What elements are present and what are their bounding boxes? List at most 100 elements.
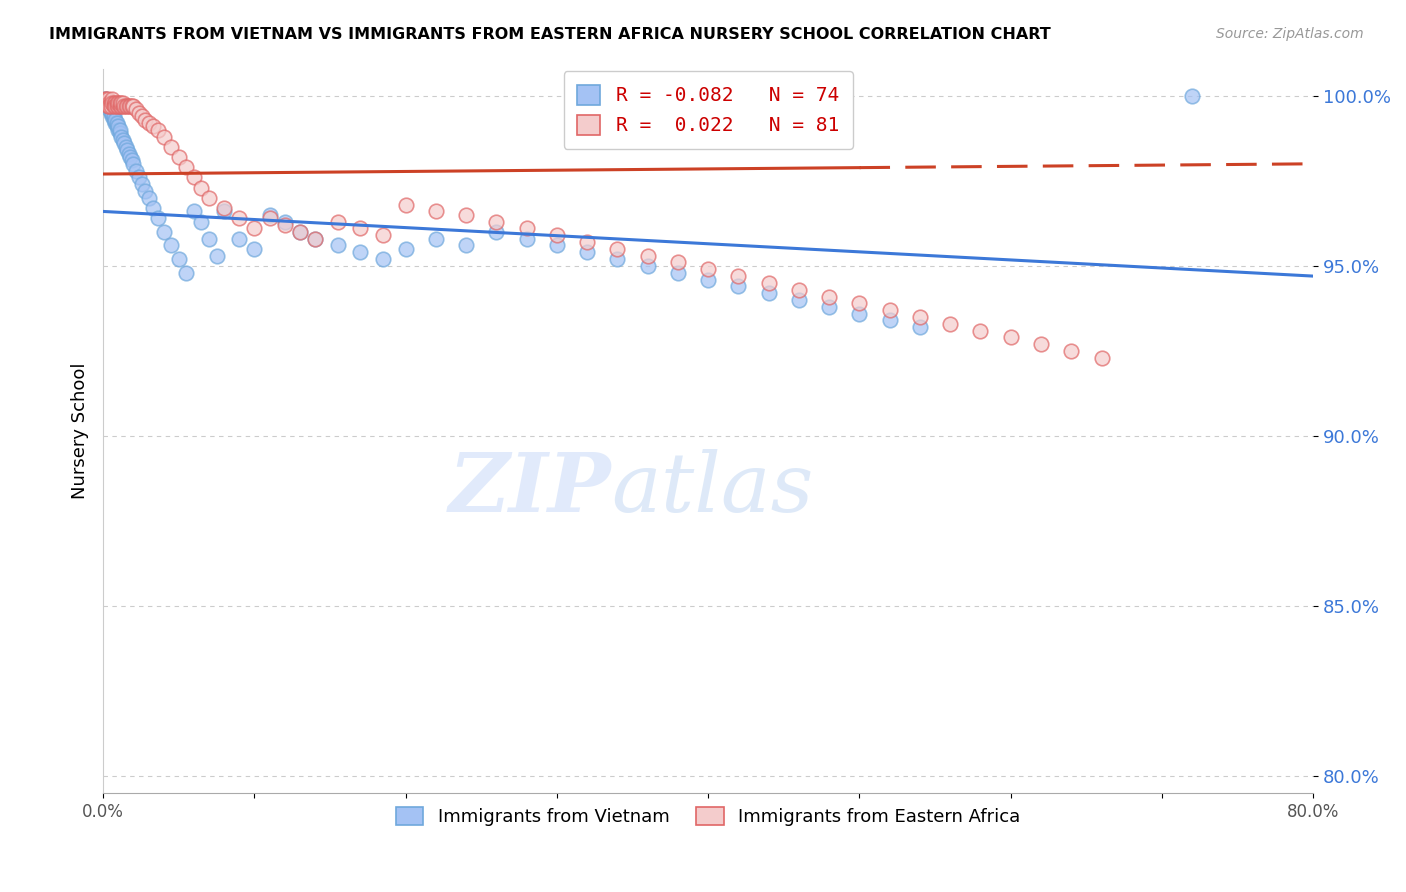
Point: [546, 228, 568, 243]
Point: [176, 160, 198, 174]
Point: [456, 208, 478, 222]
Point: [101, 92, 124, 106]
Point: [93, 92, 115, 106]
Point: [104, 95, 127, 110]
Point: [107, 120, 129, 134]
Point: [516, 221, 538, 235]
Point: [146, 122, 169, 136]
Point: [142, 120, 165, 134]
Point: [456, 238, 478, 252]
Point: [121, 153, 143, 168]
Point: [122, 99, 145, 113]
Point: [105, 95, 128, 110]
Point: [818, 300, 841, 314]
Point: [120, 150, 142, 164]
Point: [107, 99, 129, 113]
Point: [96, 95, 118, 110]
Point: [1181, 88, 1204, 103]
Point: [273, 214, 295, 228]
Point: [108, 126, 131, 140]
Point: [104, 99, 127, 113]
Point: [908, 310, 931, 324]
Point: [259, 208, 281, 222]
Point: [190, 214, 212, 228]
Text: Source: ZipAtlas.com: Source: ZipAtlas.com: [1216, 27, 1364, 41]
Point: [1060, 343, 1083, 358]
Point: [212, 201, 235, 215]
Point: [908, 320, 931, 334]
Point: [108, 99, 131, 113]
Point: [879, 303, 901, 318]
Point: [326, 238, 349, 252]
Point: [128, 170, 150, 185]
Point: [117, 143, 139, 157]
Point: [160, 238, 183, 252]
Point: [546, 238, 568, 252]
Point: [304, 232, 326, 246]
Point: [212, 204, 235, 219]
Point: [93, 95, 115, 110]
Point: [98, 99, 121, 113]
Point: [111, 99, 134, 113]
Text: atlas: atlas: [612, 449, 814, 529]
Text: ZIP: ZIP: [449, 449, 612, 529]
Point: [100, 105, 122, 120]
Point: [228, 211, 250, 226]
Point: [110, 95, 132, 110]
Point: [101, 109, 124, 123]
Point: [697, 262, 720, 277]
Point: [787, 283, 810, 297]
Point: [93, 92, 115, 106]
Point: [666, 255, 689, 269]
Point: [97, 99, 120, 113]
Point: [205, 249, 228, 263]
Point: [125, 103, 148, 117]
Point: [304, 232, 326, 246]
Point: [425, 204, 447, 219]
Point: [606, 252, 628, 266]
Point: [183, 170, 205, 185]
Point: [349, 221, 371, 235]
Point: [103, 112, 125, 127]
Point: [879, 313, 901, 327]
Point: [134, 112, 156, 127]
Point: [96, 95, 118, 110]
Point: [100, 103, 122, 117]
Point: [122, 157, 145, 171]
Point: [118, 146, 141, 161]
Point: [848, 306, 870, 320]
Point: [108, 122, 131, 136]
Point: [105, 99, 128, 113]
Point: [371, 252, 394, 266]
Point: [758, 286, 780, 301]
Point: [128, 105, 150, 120]
Point: [114, 140, 136, 154]
Point: [288, 225, 311, 239]
Point: [349, 245, 371, 260]
Point: [371, 228, 394, 243]
Point: [104, 112, 127, 127]
Point: [110, 129, 132, 144]
Point: [606, 242, 628, 256]
Point: [848, 296, 870, 310]
Point: [758, 276, 780, 290]
Point: [104, 116, 127, 130]
Point: [152, 225, 174, 239]
Point: [818, 289, 841, 303]
Point: [97, 92, 120, 106]
Point: [939, 317, 962, 331]
Point: [395, 197, 418, 211]
Point: [288, 225, 311, 239]
Point: [121, 99, 143, 113]
Point: [243, 221, 266, 235]
Point: [727, 279, 749, 293]
Point: [96, 92, 118, 106]
Point: [101, 105, 124, 120]
Point: [108, 95, 131, 110]
Point: [134, 184, 156, 198]
Point: [1090, 351, 1112, 365]
Point: [146, 211, 169, 226]
Point: [114, 99, 136, 113]
Point: [167, 150, 190, 164]
Point: [103, 109, 125, 123]
